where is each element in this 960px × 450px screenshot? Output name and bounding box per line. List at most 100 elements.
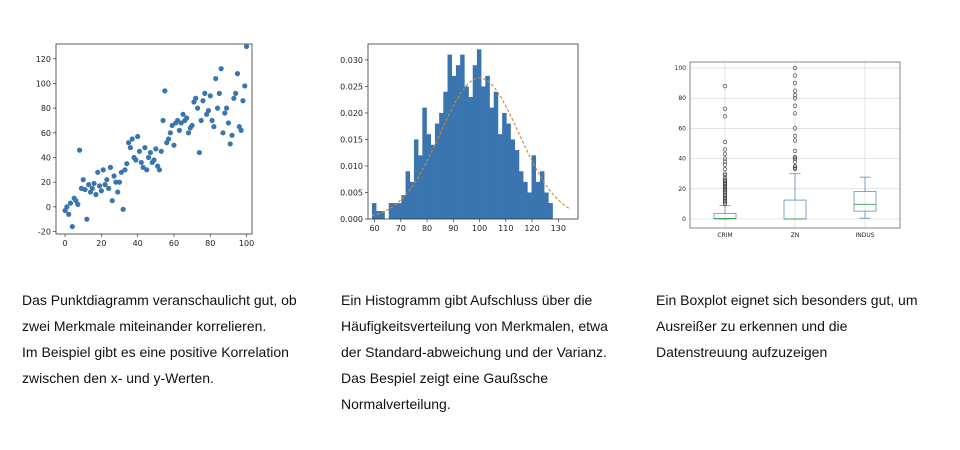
y-tick-label: 0.030 xyxy=(340,56,363,65)
y-tick-label: 0.005 xyxy=(340,188,363,197)
scatter-point xyxy=(93,191,99,198)
scatter-point xyxy=(86,182,92,188)
caption-line: Ein Boxplot eignet sich besonders gut, u… xyxy=(656,292,918,308)
histogram-bar xyxy=(523,181,528,219)
outlier-point xyxy=(722,188,728,193)
outlier-point xyxy=(722,186,728,191)
histogram-bar xyxy=(397,203,402,219)
x-tick-label: 80 xyxy=(422,224,432,233)
scatter-point xyxy=(243,43,250,50)
caption-line: Ausreißer zu erkennen und die xyxy=(656,318,848,334)
scatter-point xyxy=(104,177,110,183)
caption-line: Das Punktdiagramm veranschaulicht gut, o… xyxy=(22,292,297,308)
scatter-point xyxy=(80,177,86,183)
x-tick-label: 100 xyxy=(239,239,254,248)
scatter-point xyxy=(160,117,166,124)
scatter-point xyxy=(238,127,244,133)
x-tick-label: INDUS xyxy=(855,232,874,239)
outlier-point xyxy=(722,151,728,157)
scatter-point xyxy=(223,105,230,111)
scatter-caption: Das Punktdiagramm veranschaulicht gut, o… xyxy=(22,287,297,391)
histogram-bar xyxy=(439,112,444,219)
scatter-point xyxy=(240,98,246,104)
histogram-bar xyxy=(489,107,495,219)
scatter-point xyxy=(231,95,237,101)
y-tick-label: 0 xyxy=(46,203,51,212)
scatter-point xyxy=(218,66,224,72)
outlier-point xyxy=(722,195,728,200)
scatter-point xyxy=(76,147,83,153)
histogram-bar xyxy=(451,75,457,219)
plot-frame xyxy=(55,43,253,235)
scatter-point xyxy=(227,141,233,147)
scatter-point xyxy=(84,216,90,222)
scatter-point xyxy=(200,98,206,104)
histogram-bar xyxy=(468,97,474,219)
scatter-point xyxy=(82,186,88,193)
y-tick-label: 40 xyxy=(678,156,686,163)
y-tick-label: 0.010 xyxy=(340,162,363,171)
outlier-point xyxy=(792,159,798,164)
scatter-point xyxy=(234,71,241,77)
scatter-point xyxy=(102,182,108,188)
outlier-point xyxy=(722,200,728,205)
scatter-point xyxy=(180,111,186,117)
y-tick-label: 80 xyxy=(41,104,51,113)
plot-frame xyxy=(689,61,901,229)
y-tick-label: 60 xyxy=(678,125,686,132)
outlier-point xyxy=(722,84,728,89)
box xyxy=(853,191,877,212)
scatter-point xyxy=(213,75,219,82)
scatter-point xyxy=(118,169,124,175)
scatter-point xyxy=(144,167,150,173)
outlier-point xyxy=(792,126,798,131)
scatter-point xyxy=(95,169,101,175)
histogram-bar xyxy=(392,203,398,219)
scatter-point xyxy=(198,117,204,124)
histogram-bar xyxy=(548,203,553,219)
outlier-point xyxy=(722,191,728,196)
scatter-point xyxy=(184,115,190,121)
scatter-point xyxy=(129,136,135,142)
caption-line: Häufigkeitsverteilung von Merkmalen, etw… xyxy=(341,318,608,334)
x-tick-label: 70 xyxy=(396,224,406,233)
y-tick-label: 0.000 xyxy=(340,215,363,224)
x-tick-label: 80 xyxy=(205,239,215,248)
outlier-point xyxy=(792,167,798,172)
scatter-point xyxy=(229,132,235,138)
caption-line: Ein Histogramm gibt Aufschluss über die xyxy=(341,292,593,308)
x-tick-label: 130 xyxy=(551,224,566,233)
outlier-point xyxy=(792,138,798,143)
scatter-point xyxy=(125,140,132,146)
outlier-point xyxy=(722,114,728,119)
outlier-point xyxy=(722,167,728,172)
scatter-point xyxy=(194,105,201,111)
scatter-point xyxy=(116,179,123,185)
histogram-caption: Ein Histogramm gibt Aufschluss über die … xyxy=(341,287,608,417)
outlier-point xyxy=(722,159,728,164)
scatter-point xyxy=(127,145,134,151)
scatter-point xyxy=(111,173,117,179)
histogram-bar xyxy=(464,86,469,219)
outlier-point xyxy=(722,156,728,161)
scatter-point xyxy=(171,142,177,148)
y-tick-label: 120 xyxy=(36,55,51,64)
histogram-bar xyxy=(371,203,377,219)
histogram-bar xyxy=(493,91,499,219)
x-tick-label: 120 xyxy=(524,224,539,233)
x-tick-label: 60 xyxy=(169,239,179,248)
histogram-bar xyxy=(430,144,436,219)
scatter-point xyxy=(178,120,184,126)
histogram-bar xyxy=(497,134,503,219)
histogram-bar xyxy=(531,155,537,219)
histogram-chart: 60 70 80 90 100 110 120 130 0.000 0.005 0.010 0.015… xyxy=(340,43,579,233)
histogram-bar xyxy=(518,171,524,219)
x-tick-label: 0 xyxy=(63,239,68,248)
scatter-point xyxy=(138,159,144,166)
y-tick-label: 40 xyxy=(41,154,51,163)
outlier-point xyxy=(792,165,798,170)
outlier-point xyxy=(792,93,798,98)
scatter-point xyxy=(136,148,143,154)
histogram-bar xyxy=(376,211,381,219)
scatter-point xyxy=(145,154,152,161)
